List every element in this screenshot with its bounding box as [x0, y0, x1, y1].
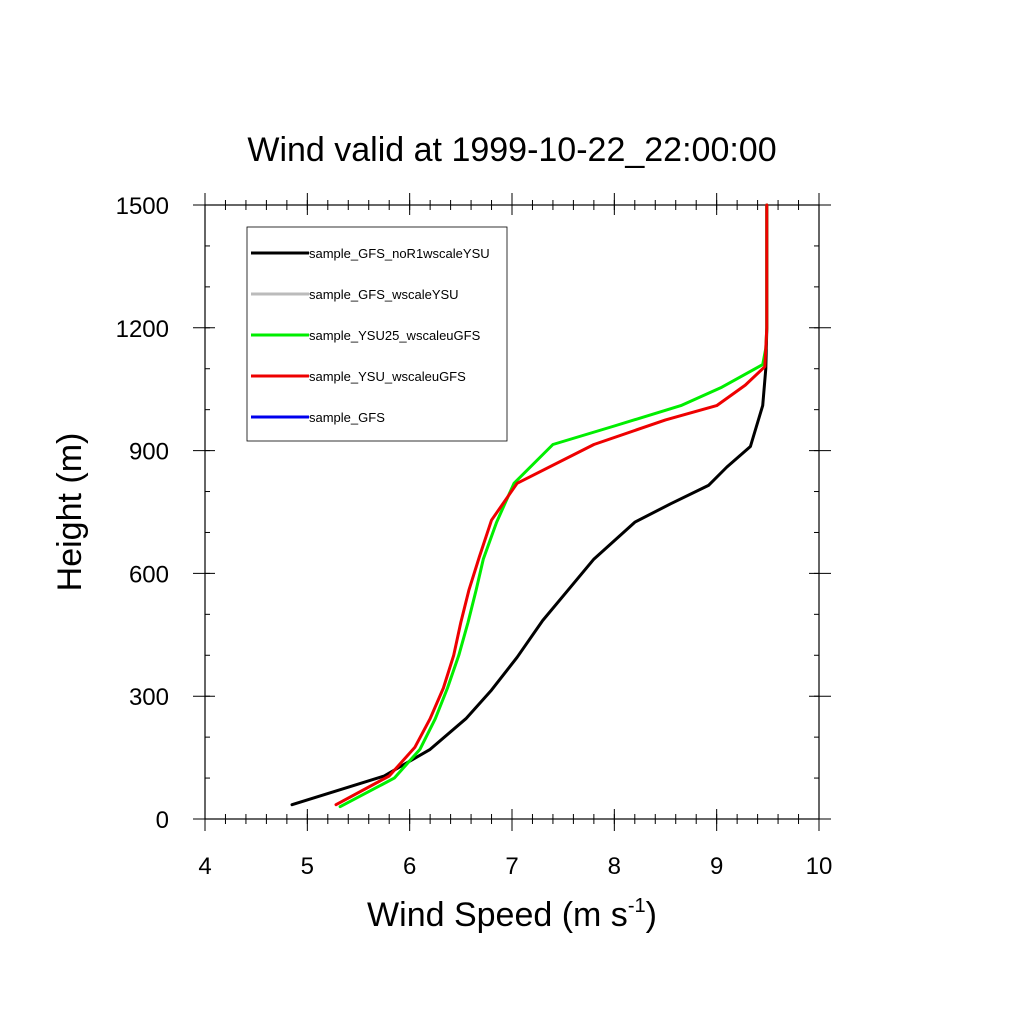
y-tick-label: 300 — [129, 684, 169, 711]
y-tick-label: 0 — [156, 807, 169, 834]
series-lines — [290, 203, 769, 809]
x-tick-label: 8 — [608, 853, 621, 880]
y-tick-label: 1200 — [116, 316, 169, 343]
x-axis-label-end: ) — [646, 896, 657, 934]
axis-ticks — [193, 193, 831, 831]
chart-title: Wind valid at 1999-10-22_22:00:00 — [247, 131, 776, 169]
x-tick-label: 5 — [301, 853, 314, 880]
x-tick-label: 4 — [198, 853, 211, 880]
x-tick-label: 10 — [806, 853, 833, 880]
x-axis-label-superscript: -1 — [628, 895, 646, 917]
legend-label: sample_GFS_noR1wscaleYSU — [309, 246, 490, 261]
x-axis-label-main: Wind Speed (m s — [367, 896, 628, 934]
legend-label: sample_YSU_wscaleuGFS — [309, 369, 466, 384]
legend-label: sample_GFS — [309, 410, 385, 425]
y-tick-label: 1500 — [116, 193, 169, 220]
axis-tick-labels: 4 5 6 7 8 9 10 0 300 600 900 1200 1500 — [116, 193, 833, 880]
legend-label: sample_GFS_wscaleYSU — [309, 287, 459, 302]
y-tick-label: 600 — [129, 561, 169, 588]
series-line — [334, 203, 769, 807]
y-axis-label: Height (m) — [51, 433, 89, 592]
x-tick-label: 9 — [710, 853, 723, 880]
x-axis-label: Wind Speed (m s-1) — [367, 895, 657, 934]
legend-label: sample_YSU25_wscaleuGFS — [309, 328, 481, 343]
legend: sample_GFS_noR1wscaleYSU sample_GFS_wscal… — [246, 226, 508, 442]
y-tick-label: 900 — [129, 439, 169, 466]
x-tick-label: 7 — [505, 853, 518, 880]
legend-entries: sample_GFS_noR1wscaleYSU sample_GFS_wscal… — [251, 246, 490, 425]
x-tick-label: 6 — [403, 853, 416, 880]
